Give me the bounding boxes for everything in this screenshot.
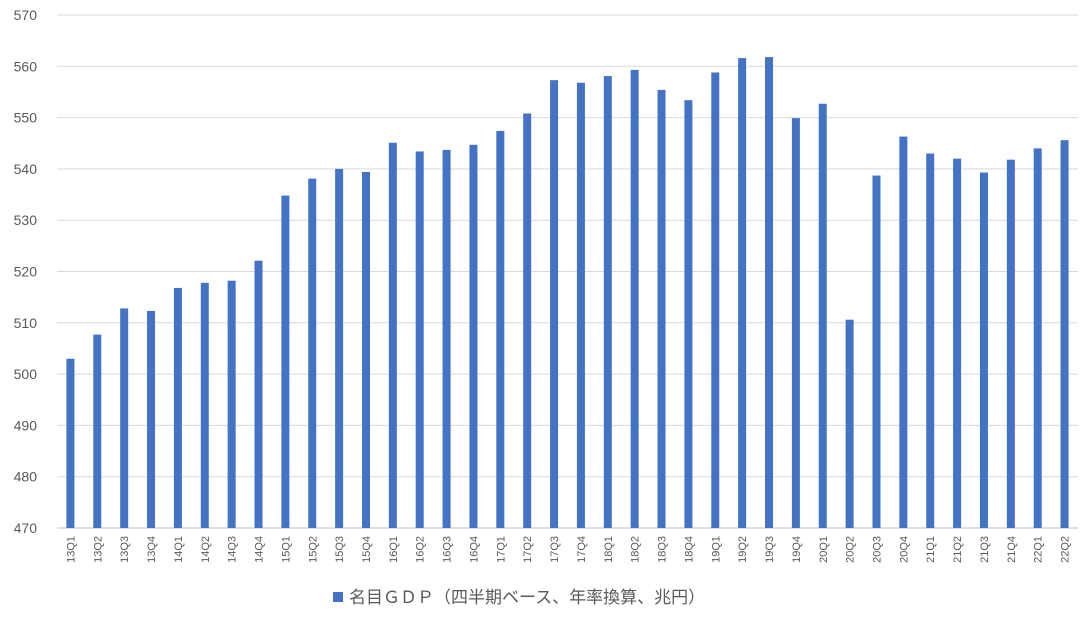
bar [469,144,478,529]
bar [657,89,666,529]
bar [738,58,747,529]
y-tick-label: 470 [14,520,38,536]
x-tick-label: 16Q2 [415,536,427,563]
y-tick-label: 560 [14,58,38,74]
x-tick-label: 21Q1 [925,536,937,563]
bar [173,287,182,528]
bar [845,319,854,528]
bar [899,136,908,528]
x-tick-label: 19Q2 [737,536,749,563]
x-tick-label: 16Q3 [442,536,454,563]
bar [1006,159,1015,529]
bar [93,334,102,528]
bar [576,82,585,528]
x-tick-label: 17Q4 [576,536,588,563]
bar [361,171,370,529]
bar [1060,140,1069,529]
bar [66,358,75,528]
x-tick-label: 17Q3 [549,536,561,563]
bar [979,172,988,529]
x-tick-label: 18Q2 [630,536,642,563]
x-tick-label: 19Q3 [764,536,776,563]
x-axis-ticks: 13Q1 13Q2 13Q3 13Q4 14Q1 14Q2 14Q3 14Q4 15Q1 15Q2… [65,536,1071,563]
bar [791,118,800,529]
gridlines [57,14,1078,529]
x-tick-label: 21Q4 [1006,536,1018,563]
legend-swatch [333,592,343,602]
bar [684,100,693,528]
x-tick-label: 20Q1 [818,536,830,563]
x-tick-label: 18Q3 [657,536,669,563]
legend: 名目ＧＤＰ（四半期ベース、年率換算、兆円） [333,588,705,608]
bar [630,69,639,528]
y-axis-ticks: 470 480 490 500 510 520 530 540 550 560 570 [14,7,38,536]
x-tick-label: 17Q2 [522,536,534,563]
bar [308,178,317,528]
x-tick-label: 16Q4 [468,536,480,563]
x-tick-label: 14Q3 [227,536,239,563]
x-tick-label: 20Q2 [845,536,857,563]
bar [765,57,774,528]
x-tick-label: 15Q1 [280,536,292,563]
x-tick-label: 14Q1 [173,536,185,563]
bar [496,130,505,528]
bar [818,103,827,528]
y-tick-label: 490 [14,417,38,433]
x-tick-label: 13Q3 [119,536,131,563]
bar [926,153,935,528]
bar [147,311,156,528]
x-tick-label: 19Q4 [791,536,803,563]
y-tick-label: 500 [14,366,38,382]
x-tick-label: 15Q2 [307,536,319,563]
bar [550,80,559,529]
x-tick-label: 19Q1 [710,536,722,563]
bar [523,113,532,528]
x-tick-label: 13Q4 [146,536,158,563]
bar [603,76,612,529]
x-tick-label: 13Q2 [92,536,104,563]
x-tick-label: 16Q1 [388,536,400,563]
bar [120,308,129,528]
x-tick-label: 20Q4 [898,536,910,563]
legend-label: 名目ＧＤＰ（四半期ベース、年率換算、兆円） [349,588,705,608]
bars [66,57,1069,529]
bar [227,280,236,528]
bar [1033,148,1042,528]
y-tick-label: 480 [14,469,38,485]
x-tick-label: 20Q3 [871,536,883,563]
x-tick-label: 14Q2 [200,536,212,563]
bar [254,260,263,528]
x-tick-label: 15Q3 [334,536,346,563]
bar [953,158,962,528]
y-tick-label: 570 [14,7,38,23]
x-tick-label: 17Q1 [495,536,507,563]
bar [281,195,290,528]
x-tick-label: 13Q1 [65,536,77,563]
x-tick-label: 22Q2 [1060,536,1072,563]
bar [442,149,451,529]
x-tick-label: 15Q4 [361,536,373,563]
bar [872,175,881,528]
x-tick-label: 21Q3 [979,536,991,563]
y-tick-label: 550 [14,110,38,126]
y-tick-label: 510 [14,315,38,331]
bar [711,72,720,529]
x-tick-label: 21Q2 [952,536,964,563]
x-tick-label: 18Q4 [683,536,695,563]
bar [388,142,397,529]
bar [200,282,209,528]
x-tick-label: 22Q1 [1033,536,1045,563]
bar [415,151,424,528]
bar [335,168,344,528]
x-tick-label: 14Q4 [254,536,266,563]
y-tick-label: 520 [14,264,38,280]
x-tick-label: 18Q1 [603,536,615,563]
y-tick-label: 530 [14,212,38,228]
y-tick-label: 540 [14,161,38,177]
